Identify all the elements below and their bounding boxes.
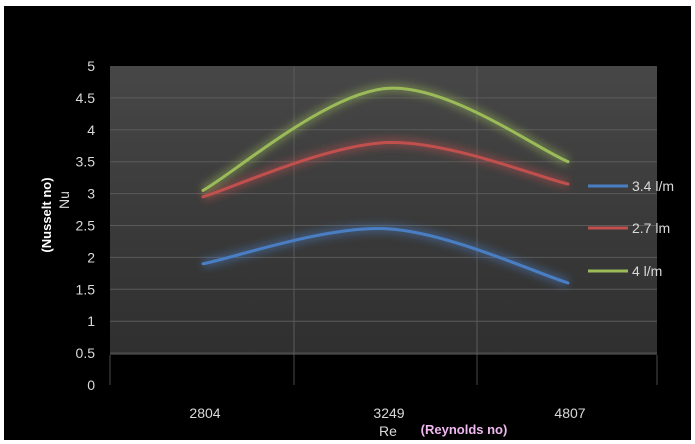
- x-axis-title: Re: [379, 423, 397, 439]
- y-tick-label: 2: [87, 249, 95, 265]
- legend-label: 3.4 l/m: [632, 178, 674, 194]
- series-lines: [201, 86, 570, 285]
- y-tick-label: 1.5: [76, 281, 96, 297]
- series-line: [201, 86, 570, 192]
- y-axis-note: (Nusselt no): [39, 177, 54, 252]
- x-tick-label: 4807: [554, 405, 585, 421]
- legend: 3.4 l/m 2.7 lm 4 l/m: [588, 178, 674, 279]
- plot-area: [110, 66, 657, 355]
- y-tick-label: 4.5: [76, 90, 96, 106]
- legend-label: 4 l/m: [632, 263, 662, 279]
- y-axis-title: Nu: [56, 191, 72, 209]
- legend-label: 2.7 lm: [632, 220, 670, 236]
- y-tick-label: 5: [87, 58, 95, 74]
- x-axis-note: (Reynolds no): [421, 422, 508, 437]
- series-line: [201, 141, 570, 199]
- y-tick-label: 3.5: [76, 154, 96, 170]
- grid: [109, 66, 658, 385]
- y-tick-label: 4: [87, 122, 95, 138]
- y-tick-label: 0.5: [76, 345, 96, 361]
- y-tick-label: 0: [87, 377, 95, 393]
- series-line: [201, 227, 570, 285]
- x-ticks: 2804 3249 4807: [189, 405, 585, 421]
- y-tick-label: 3: [87, 186, 95, 202]
- x-tick-label: 2804: [189, 405, 220, 421]
- y-tick-label: 2.5: [76, 218, 96, 234]
- y-ticks: 0 0.5 1 1.5 2 2.5 3 3.5 4 4.5 5: [76, 58, 96, 393]
- x-tick-label: 3249: [373, 405, 404, 421]
- y-tick-label: 1: [87, 313, 95, 329]
